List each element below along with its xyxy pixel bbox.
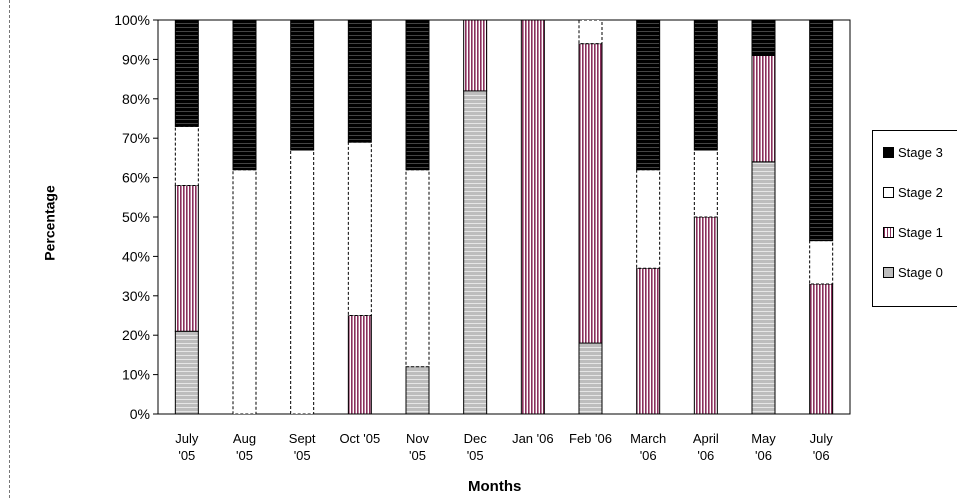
bar-segment-stage-3	[751, 19, 776, 56]
x-tick-label: '06	[640, 448, 657, 463]
x-tick-label: '06	[755, 448, 772, 463]
x-tick-label: July	[175, 431, 199, 446]
bar-segment-stage-2	[347, 141, 372, 316]
legend-swatch-white	[883, 187, 894, 198]
bar-segment-stage-1	[463, 19, 488, 92]
legend-label: Stage 0	[898, 265, 943, 280]
legend-item-stage-2: Stage 2	[883, 185, 943, 200]
legend-item-stage-3: Stage 3	[883, 145, 943, 160]
bar-segment-stage-1	[174, 184, 199, 332]
x-tick-label: April	[693, 431, 719, 446]
x-tick-label: '05	[294, 448, 311, 463]
bar-segment-stage-2	[693, 149, 718, 218]
y-tick-label: 20%	[122, 327, 150, 343]
bar-segment-stage-1	[636, 267, 661, 415]
bar-segment-stage-0	[405, 366, 430, 415]
y-tick-label: 0%	[130, 406, 150, 422]
x-tick-label: May	[751, 431, 776, 446]
x-axis-label: Months	[468, 478, 522, 495]
x-tick-label: Sept	[289, 431, 316, 446]
y-tick-label: 50%	[122, 209, 150, 225]
bar-segment-stage-2	[636, 169, 661, 269]
y-tick-label: 10%	[122, 367, 150, 383]
bar-segment-stage-1	[809, 283, 834, 415]
bar-segment-stage-2	[174, 125, 199, 186]
bar-segment-stage-2	[578, 19, 603, 45]
legend-label: Stage 1	[898, 225, 943, 240]
x-tick-label: Aug	[233, 431, 256, 446]
bar-segment-stage-3	[174, 19, 199, 127]
x-tick-label: Feb '06	[569, 431, 612, 446]
bar-segment-stage-1	[347, 315, 372, 415]
y-tick-label: 70%	[122, 130, 150, 146]
y-tick-label: 30%	[122, 288, 150, 304]
legend-swatch-gray	[883, 267, 894, 278]
legend-label: Stage 3	[898, 145, 943, 160]
plot-frame	[157, 19, 851, 415]
bar-segment-stage-3	[693, 19, 718, 151]
legend: Stage 3 Stage 2 Stage 1 Stage 0	[872, 130, 957, 307]
x-tick-label: '05	[236, 448, 253, 463]
bar-segment-stage-3	[405, 19, 430, 171]
bar-segment-stage-3	[232, 19, 257, 171]
bar-segment-stage-1	[693, 216, 718, 415]
y-tick-label: 40%	[122, 248, 150, 264]
legend-label: Stage 2	[898, 185, 943, 200]
y-tick-label: 90%	[122, 51, 150, 67]
x-tick-label: Jan '06	[512, 431, 554, 446]
bar-segment-stage-0	[174, 330, 199, 415]
x-tick-label: '05	[409, 448, 426, 463]
x-tick-label: Dec	[464, 431, 488, 446]
x-tick-label: March	[630, 431, 666, 446]
bar-segment-stage-2	[809, 240, 834, 285]
legend-swatch-hatched	[883, 227, 894, 238]
bar-segment-stage-2	[232, 169, 257, 415]
bar-segment-stage-2	[290, 149, 315, 415]
y-tick-label: 80%	[122, 91, 150, 107]
bar-segment-stage-1	[751, 54, 776, 163]
x-tick-label: '06	[697, 448, 714, 463]
y-axis-label: Percentage	[41, 185, 58, 261]
bar-segment-stage-3	[347, 19, 372, 143]
x-tick-label: '05	[178, 448, 195, 463]
y-tick-label: 60%	[122, 170, 150, 186]
legend-swatch-black	[883, 147, 894, 158]
legend-item-stage-0: Stage 0	[883, 265, 943, 280]
x-tick-label: '05	[467, 448, 484, 463]
bar-segment-stage-3	[290, 19, 315, 151]
y-tick-label: 100%	[114, 12, 150, 28]
bar-segment-stage-0	[463, 90, 488, 415]
legend-item-stage-1: Stage 1	[883, 225, 943, 240]
x-tick-label: '06	[813, 448, 830, 463]
bar-segment-stage-3	[809, 19, 834, 242]
bar-segment-stage-1	[520, 19, 545, 415]
bar-segment-stage-0	[578, 342, 603, 415]
bar-segment-stage-3	[636, 19, 661, 171]
frame-line	[9, 0, 10, 498]
x-tick-label: Nov	[406, 431, 430, 446]
bar-segment-stage-1	[578, 43, 603, 344]
x-tick-label: Oct '05	[339, 431, 380, 446]
bar-segment-stage-0	[751, 161, 776, 415]
bar-segment-stage-2	[405, 169, 430, 368]
x-tick-label: July	[810, 431, 834, 446]
